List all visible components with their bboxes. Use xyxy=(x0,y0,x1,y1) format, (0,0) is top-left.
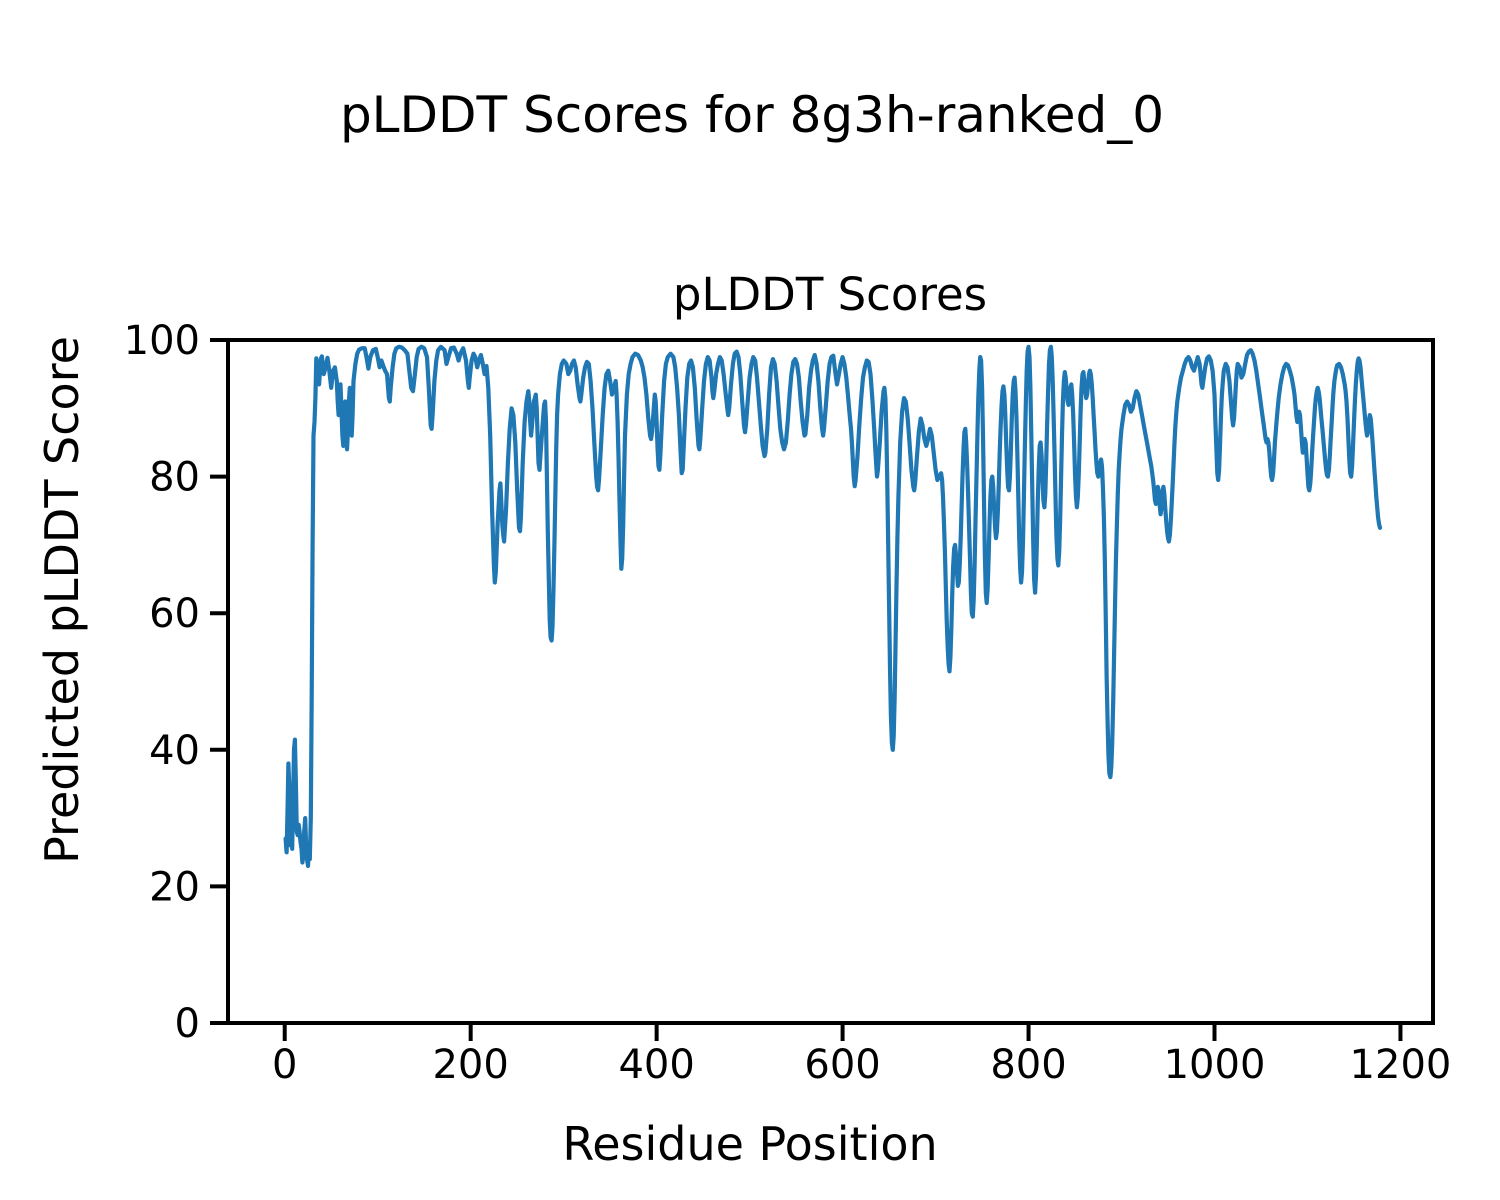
x-axis-ticks: 0 200 400 600 800 1000 1200 xyxy=(272,1023,1451,1088)
plddt-line-series xyxy=(283,344,1383,869)
axes-spines xyxy=(226,338,1435,1025)
x-tick-label: 400 xyxy=(618,1042,694,1088)
x-tick-label: 200 xyxy=(432,1042,508,1088)
y-axis-label: Predicted pLDDT Score xyxy=(35,336,89,864)
x-tick-label: 1000 xyxy=(1164,1042,1266,1088)
figure-suptitle: pLDDT Scores for 8g3h-ranked_0 xyxy=(340,86,1164,144)
y-tick-label: 100 xyxy=(124,318,200,364)
y-tick-label: 0 xyxy=(175,1001,200,1047)
x-tick-label: 800 xyxy=(990,1042,1066,1088)
y-tick-label: 60 xyxy=(149,591,200,637)
plot-area: 0 200 400 600 800 1000 1200 0 20 40 60 80 100 xyxy=(124,318,1452,1088)
x-axis-label: Residue Position xyxy=(562,1117,937,1171)
x-tick-label: 0 xyxy=(272,1042,297,1088)
axes-title: pLDDT Scores xyxy=(673,268,987,321)
y-axis-ticks: 0 20 40 60 80 100 xyxy=(124,318,228,1047)
y-tick-label: 20 xyxy=(149,864,200,910)
y-tick-label: 80 xyxy=(149,455,200,501)
x-tick-label: 1200 xyxy=(1350,1042,1452,1088)
y-tick-label: 40 xyxy=(149,728,200,774)
x-tick-label: 600 xyxy=(804,1042,880,1088)
